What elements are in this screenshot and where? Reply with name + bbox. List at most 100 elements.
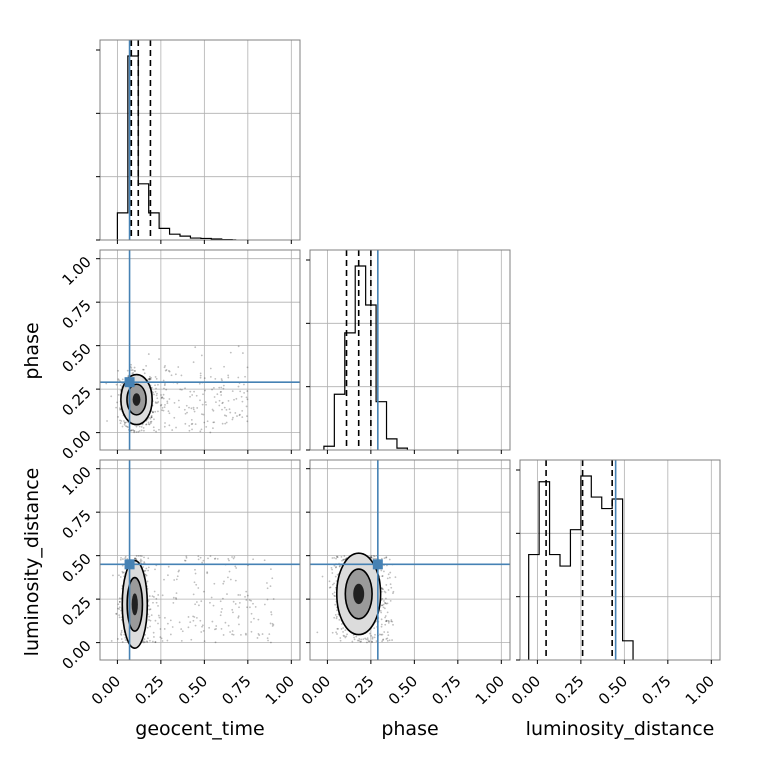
sample-point bbox=[223, 406, 226, 409]
sample-point bbox=[194, 572, 197, 575]
sample-point bbox=[219, 391, 222, 394]
sample-point bbox=[237, 615, 240, 618]
sample-point bbox=[150, 414, 153, 417]
sample-point bbox=[130, 369, 133, 372]
sample-point bbox=[331, 572, 334, 574]
sample-point bbox=[179, 388, 182, 391]
sample-point bbox=[353, 638, 356, 641]
sample-point bbox=[120, 420, 123, 422]
sample-point bbox=[381, 604, 383, 607]
sample-point bbox=[197, 558, 200, 561]
sample-point bbox=[240, 395, 243, 398]
histogram-step bbox=[323, 265, 408, 450]
sample-point bbox=[148, 377, 151, 380]
sample-point bbox=[140, 425, 143, 428]
sample-point bbox=[168, 424, 171, 427]
sample-point bbox=[137, 430, 140, 433]
sample-point bbox=[152, 426, 155, 429]
sample-point bbox=[387, 619, 390, 622]
sample-point bbox=[384, 616, 386, 619]
scatter-panel-phase-vs-luminosity-distance-background bbox=[310, 460, 510, 660]
sample-point bbox=[120, 638, 123, 640]
sample-point bbox=[380, 625, 383, 628]
sample-point bbox=[232, 416, 234, 419]
sample-point bbox=[119, 408, 121, 411]
sample-point bbox=[381, 587, 383, 590]
sample-point bbox=[338, 565, 341, 568]
sample-point bbox=[154, 568, 156, 571]
sample-point bbox=[198, 382, 201, 385]
sample-point bbox=[162, 379, 165, 382]
sample-point bbox=[177, 399, 180, 402]
sample-point bbox=[146, 580, 149, 583]
sample-point bbox=[227, 558, 230, 560]
sample-point bbox=[144, 574, 147, 576]
histogram-panel-geocent-time-background bbox=[100, 40, 300, 240]
sample-point bbox=[126, 425, 128, 428]
sample-point bbox=[149, 378, 152, 381]
sample-point bbox=[227, 624, 230, 627]
sample-point bbox=[231, 390, 234, 393]
sample-point bbox=[206, 572, 209, 575]
sample-point bbox=[154, 401, 157, 404]
sample-point bbox=[257, 618, 260, 621]
sample-point bbox=[263, 603, 266, 606]
sample-point bbox=[238, 601, 241, 604]
sample-point bbox=[165, 369, 168, 371]
x-tick-label: 1.00 bbox=[262, 672, 298, 708]
sample-point bbox=[386, 602, 389, 605]
sample-point bbox=[373, 636, 376, 639]
sample-point bbox=[142, 641, 145, 644]
sample-point bbox=[213, 628, 216, 631]
panel-border bbox=[519, 459, 721, 661]
sample-point bbox=[158, 616, 161, 619]
sample-point bbox=[261, 633, 264, 635]
sample-point bbox=[381, 575, 384, 578]
sample-point bbox=[385, 620, 387, 623]
sample-point bbox=[386, 637, 389, 640]
sample-point bbox=[147, 566, 150, 569]
sample-point bbox=[105, 382, 108, 385]
x-label-geocent-time: geocent_time bbox=[135, 718, 264, 740]
sample-point bbox=[164, 382, 166, 385]
sample-point bbox=[263, 559, 266, 562]
sample-point bbox=[117, 607, 119, 610]
sample-point bbox=[163, 406, 166, 409]
sample-point bbox=[191, 422, 194, 425]
sample-point bbox=[385, 602, 388, 605]
sample-point bbox=[362, 638, 365, 641]
sample-point bbox=[149, 608, 152, 611]
sample-point bbox=[209, 367, 212, 370]
sample-point bbox=[356, 639, 359, 642]
sample-point bbox=[123, 571, 125, 574]
sample-point bbox=[145, 640, 148, 643]
sample-point bbox=[379, 609, 382, 612]
sample-point bbox=[123, 420, 125, 422]
sample-point bbox=[202, 559, 205, 562]
sample-point bbox=[382, 588, 385, 591]
sample-point bbox=[171, 429, 174, 431]
x-tick-label: 0.00 bbox=[88, 672, 124, 708]
sample-point bbox=[333, 582, 335, 585]
sample-point bbox=[205, 403, 207, 406]
sample-point bbox=[246, 398, 249, 401]
sample-point bbox=[130, 429, 133, 432]
sample-point bbox=[210, 596, 213, 599]
sample-point bbox=[130, 429, 133, 432]
sample-point bbox=[214, 377, 217, 380]
sample-point bbox=[245, 396, 248, 399]
sample-point bbox=[383, 557, 386, 560]
sample-point bbox=[370, 554, 373, 557]
sample-point bbox=[245, 405, 248, 408]
sample-point bbox=[135, 558, 138, 560]
sample-point bbox=[143, 429, 145, 432]
sample-point bbox=[338, 619, 341, 621]
sample-point bbox=[118, 600, 121, 603]
sample-point bbox=[219, 614, 222, 617]
sample-point bbox=[186, 411, 188, 414]
sample-point bbox=[383, 600, 385, 602]
x-tick-label: 0.75 bbox=[218, 672, 254, 708]
sample-point bbox=[394, 576, 397, 579]
sample-point bbox=[134, 557, 136, 560]
sample-point bbox=[331, 583, 334, 586]
